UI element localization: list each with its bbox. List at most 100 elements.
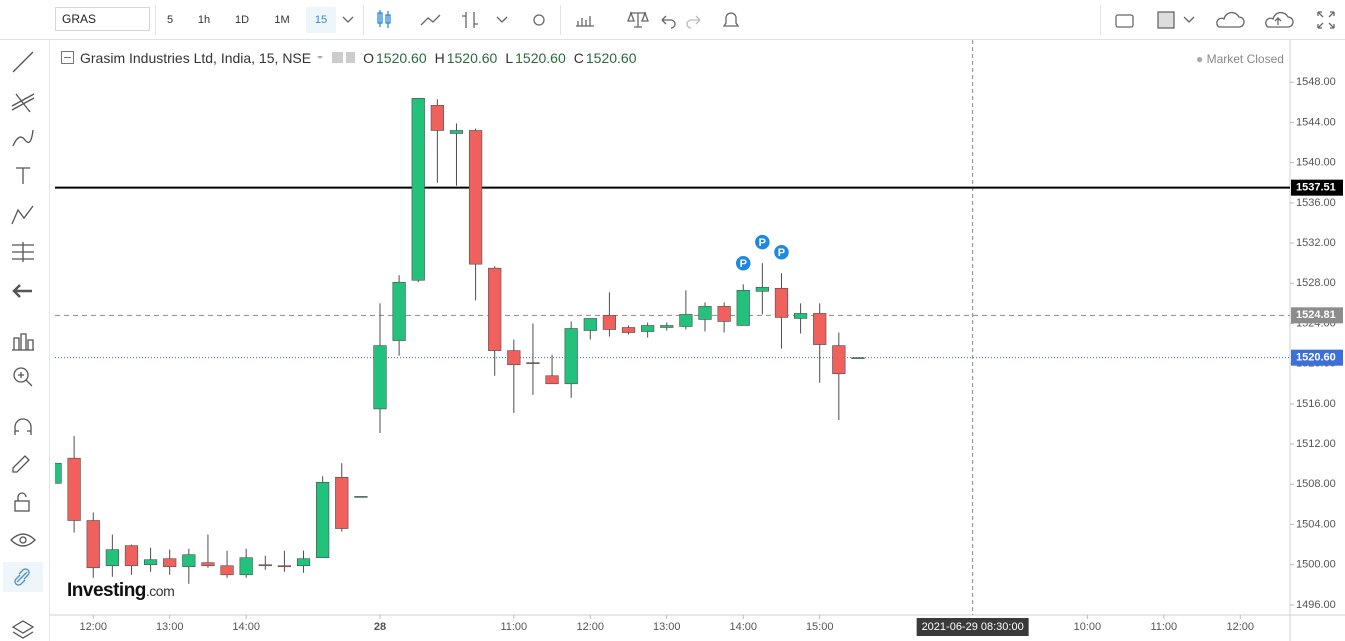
x-tick-label: 10:00 bbox=[1074, 621, 1102, 633]
price-line-label: 1537.51 bbox=[1296, 182, 1336, 194]
watermark-brand: Investing bbox=[67, 580, 146, 601]
candle-body bbox=[316, 482, 330, 559]
candle-body bbox=[679, 314, 693, 327]
zoom-tool[interactable] bbox=[13, 367, 29, 383]
color-icon[interactable] bbox=[1157, 11, 1175, 29]
candle-body bbox=[392, 281, 406, 341]
drawing-tools bbox=[3, 12, 43, 639]
lock-tool[interactable] bbox=[14, 500, 30, 512]
candle-body bbox=[793, 313, 808, 319]
candle-body bbox=[430, 105, 444, 131]
interval-button[interactable]: 5 bbox=[166, 14, 174, 26]
x-tick-label: 12:00 bbox=[577, 621, 605, 633]
camera-icon[interactable] bbox=[1115, 14, 1134, 28]
y-tick-label: 1544.00 bbox=[1296, 116, 1336, 128]
legend-value: 1520.60 bbox=[376, 50, 427, 66]
candle-body bbox=[373, 345, 387, 410]
y-tick-label: 1500.00 bbox=[1296, 559, 1336, 571]
line-icon[interactable] bbox=[420, 14, 441, 26]
settings-icon[interactable] bbox=[533, 14, 545, 26]
interval-button[interactable]: 15 bbox=[306, 7, 336, 33]
lock-draw-tool[interactable] bbox=[12, 455, 30, 473]
candle-body bbox=[545, 375, 559, 385]
event-marker[interactable] bbox=[753, 233, 772, 251]
candle-body bbox=[660, 325, 674, 328]
indicators-icon[interactable] bbox=[576, 16, 594, 27]
undo-icon[interactable] bbox=[661, 15, 676, 29]
candle-body bbox=[641, 325, 655, 332]
candle-body bbox=[698, 306, 712, 320]
chart-tool[interactable] bbox=[12, 333, 34, 351]
bars-icon[interactable] bbox=[462, 12, 478, 28]
back-tool[interactable] bbox=[12, 284, 32, 298]
axes: 1496.00 1500.00 1504.00 1508.00 1512.00 1516.… bbox=[79, 76, 1343, 636]
compare-icon[interactable] bbox=[627, 11, 649, 28]
x-tick-label: 15:00 bbox=[806, 621, 834, 633]
y-tick-label: 1508.00 bbox=[1296, 478, 1336, 490]
event-label: P bbox=[740, 258, 747, 270]
candle-body bbox=[124, 545, 139, 567]
alert-icon[interactable] bbox=[722, 12, 740, 27]
visibility-tool[interactable] bbox=[10, 533, 36, 547]
interval-button[interactable]: 1h bbox=[197, 14, 211, 26]
load-icon[interactable] bbox=[1216, 11, 1245, 28]
candle-body bbox=[449, 130, 464, 134]
y-tick-label: 1540.00 bbox=[1296, 157, 1336, 169]
market-status-text: Market Closed bbox=[1206, 52, 1284, 66]
candle-body bbox=[507, 350, 521, 365]
candle-body bbox=[354, 496, 368, 498]
event-marker[interactable] bbox=[772, 243, 791, 261]
redo-icon[interactable] bbox=[686, 15, 701, 29]
candle-body bbox=[851, 357, 865, 359]
candle-body bbox=[258, 564, 272, 567]
candle-body bbox=[105, 549, 119, 567]
watermark: Investing.com bbox=[67, 580, 175, 602]
candle-body bbox=[220, 565, 234, 576]
x-tick-label: 12:00 bbox=[79, 621, 107, 633]
candle-body bbox=[201, 562, 215, 567]
y-tick-label: 1512.00 bbox=[1296, 438, 1336, 450]
candle-body bbox=[755, 286, 769, 292]
trendline-tool[interactable] bbox=[12, 51, 34, 73]
legend-value: 1520.60 bbox=[515, 50, 566, 66]
text-tool[interactable] bbox=[16, 167, 30, 184]
candle-body bbox=[526, 362, 540, 364]
x-tick-label: 11:00 bbox=[500, 621, 527, 633]
candle-body bbox=[736, 290, 750, 326]
interval-button[interactable]: 1D bbox=[234, 14, 250, 26]
pattern-tool[interactable] bbox=[11, 205, 34, 225]
candle-body bbox=[296, 558, 311, 567]
layers-tool[interactable] bbox=[11, 620, 35, 639]
event-marker[interactable] bbox=[734, 254, 752, 273]
save-icon[interactable] bbox=[1265, 11, 1294, 28]
dropdown-icon[interactable] bbox=[496, 16, 508, 23]
candle-body bbox=[602, 315, 617, 330]
interval-button[interactable]: 1M bbox=[274, 14, 290, 26]
candle-body bbox=[717, 306, 731, 322]
symbol-input[interactable]: GRAS bbox=[55, 7, 150, 31]
dropdown-icon[interactable] bbox=[1183, 16, 1195, 23]
crosshair-label-bg bbox=[916, 618, 1029, 636]
y-tick-label: 1504.00 bbox=[1296, 518, 1336, 530]
fullscreen-icon[interactable] bbox=[1317, 11, 1335, 29]
candle-body bbox=[621, 327, 636, 333]
price-line-label-bg bbox=[1291, 307, 1343, 324]
x-tick-label: 11:00 bbox=[1150, 621, 1177, 633]
candles-icon[interactable] bbox=[377, 10, 391, 28]
price-line-label: 1520.60 bbox=[1296, 352, 1336, 364]
event-label: P bbox=[759, 237, 766, 249]
link-tool[interactable] bbox=[14, 568, 30, 586]
measure-tool[interactable] bbox=[12, 242, 34, 262]
candle-body bbox=[488, 267, 502, 351]
brush-tool[interactable] bbox=[12, 129, 34, 147]
collapse-icon[interactable] bbox=[61, 51, 75, 65]
price-line-label-bg bbox=[1291, 179, 1343, 196]
candle-body bbox=[774, 287, 789, 318]
dropdown-icon[interactable] bbox=[342, 16, 354, 23]
magnet-tool[interactable] bbox=[14, 418, 32, 435]
fib-tool[interactable] bbox=[11, 93, 35, 113]
candle-body bbox=[411, 98, 425, 281]
candle-body bbox=[143, 559, 158, 566]
